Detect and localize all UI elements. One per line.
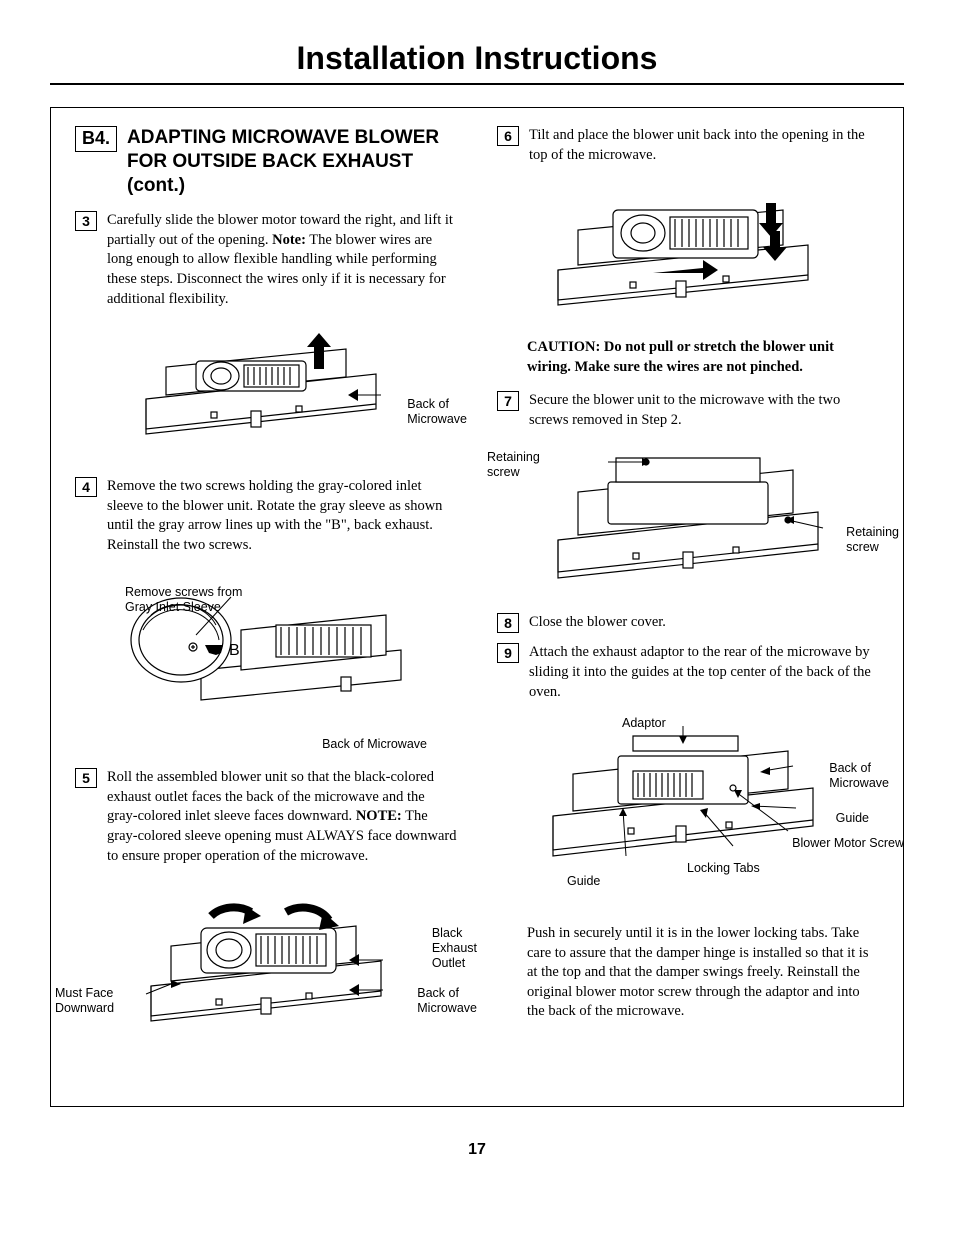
step-8: 8 Close the blower cover. [497,613,879,633]
left-column: B4. ADAPTING MICROWAVE BLOWER FOR OUTSID… [65,126,477,1092]
diagram-svg-6 [548,175,828,315]
label-line: Must Face [55,986,113,1000]
label-line: Black [432,926,463,940]
step-num-6: 6 [497,126,519,146]
figure-step4: Remove screws from Gray Inlet Sleeve B [75,585,457,750]
diagram-svg-9 [538,716,838,876]
label-line: Retaining [487,450,540,464]
arrow-right-thick-icon [653,260,718,280]
step-6: 6 Tilt and place the blower unit back in… [497,126,879,165]
right-column: 6 Tilt and place the blower unit back in… [477,126,889,1092]
label-black-exhaust: Black Exhaust Outlet [432,926,477,971]
arrow-right-icon [171,980,181,988]
step-body-9: Attach the exhaust adaptor to the rear o… [529,643,879,702]
step-num-8: 8 [497,613,519,633]
step-num-5: 5 [75,768,97,788]
label-remove-screws: Remove screws from Gray Inlet Sleeve [125,585,242,615]
label-line: Retaining [846,525,899,539]
label-guide-left: Guide [567,874,600,889]
step-num-7: 7 [497,391,519,411]
label-back-microwave-4: Back of Microwave [322,737,427,752]
diagram-svg-3 [136,319,396,449]
label-line: Gray Inlet Sleeve [125,600,221,614]
label-line: Back of [829,761,871,775]
step-num-3: 3 [75,211,97,231]
label-line: Microwave [829,776,889,790]
step-body-8: Close the blower cover. [529,613,879,633]
label-back-microwave-3: Back of Microwave [407,397,467,427]
label-retaining-left: Retaining screw [487,450,540,480]
step-body-6: Tilt and place the blower unit back into… [529,126,879,165]
label-line: Remove screws from [125,585,242,599]
arrow-upleft-icon [700,808,708,818]
step-body-7: Secure the blower unit to the microwave … [529,391,879,430]
label-line: screw [487,465,520,479]
step-num-4: 4 [75,477,97,497]
step-3: 3 Carefully slide the blower motor towar… [75,211,457,309]
section-title: ADAPTING MICROWAVE BLOWER FOR OUTSIDE BA… [127,126,457,197]
section-code-box: B4. [75,126,117,152]
label-back-microwave-9: Back of Microwave [829,761,889,791]
arrow-left-icon [348,389,358,401]
step-5: 5 Roll the assembled blower unit so that… [75,768,457,866]
content-frame: B4. ADAPTING MICROWAVE BLOWER FOR OUTSID… [50,107,904,1107]
label-blower-screw: Blower Motor Screw [792,836,904,851]
step-7: 7 Secure the blower unit to the microwav… [497,391,879,430]
label-line: Downward [55,1001,114,1015]
figure-step5: Must Face Downward Black Exhaust Outlet … [75,876,457,1046]
label-line: Outlet [432,956,465,970]
label-line: Microwave [417,1001,477,1015]
push-text: Push in securely until it is in the lowe… [527,924,879,1022]
caution-text: CAUTION: Do not pull or stretch the blow… [527,338,879,377]
label-guide-right: Guide [836,811,869,826]
label-adaptor: Adaptor [622,716,666,731]
figure-step6 [497,175,879,320]
label-retaining-right: Retaining screw [846,525,899,555]
label-line: screw [846,540,879,554]
step-9: 9 Attach the exhaust adaptor to the rear… [497,643,879,702]
figure-step7: Retaining screw [497,440,879,595]
step-body-4: Remove the two screws holding the gray-c… [107,477,457,555]
section-header: B4. ADAPTING MICROWAVE BLOWER FOR OUTSID… [75,126,457,197]
step3-note-label: Note: [272,232,306,248]
label-locking-tabs: Locking Tabs [687,861,760,876]
label-line: Back of [417,986,459,1000]
figure-step9: Adaptor [497,716,879,906]
label-line: Exhaust [432,941,477,955]
step5-note-label: NOTE: [356,808,402,824]
step-4: 4 Remove the two screws holding the gray… [75,477,457,555]
step-body-3: Carefully slide the blower motor toward … [107,211,457,309]
step-body-5: Roll the assembled blower unit so that t… [107,768,457,866]
diagram-svg-5 [131,876,401,1036]
label-must-face: Must Face Downward [55,986,114,1016]
page-title: Installation Instructions [50,40,904,85]
diagram-svg-7 [538,440,838,585]
label-line: Microwave [407,412,467,426]
label-line: Back of [407,397,449,411]
svg-text:B: B [229,642,240,659]
page-number: 17 [50,1141,904,1159]
label-back-microwave-5: Back of Microwave [417,986,477,1016]
figure-step3: Back of Microwave [75,319,457,459]
step-num-9: 9 [497,643,519,663]
